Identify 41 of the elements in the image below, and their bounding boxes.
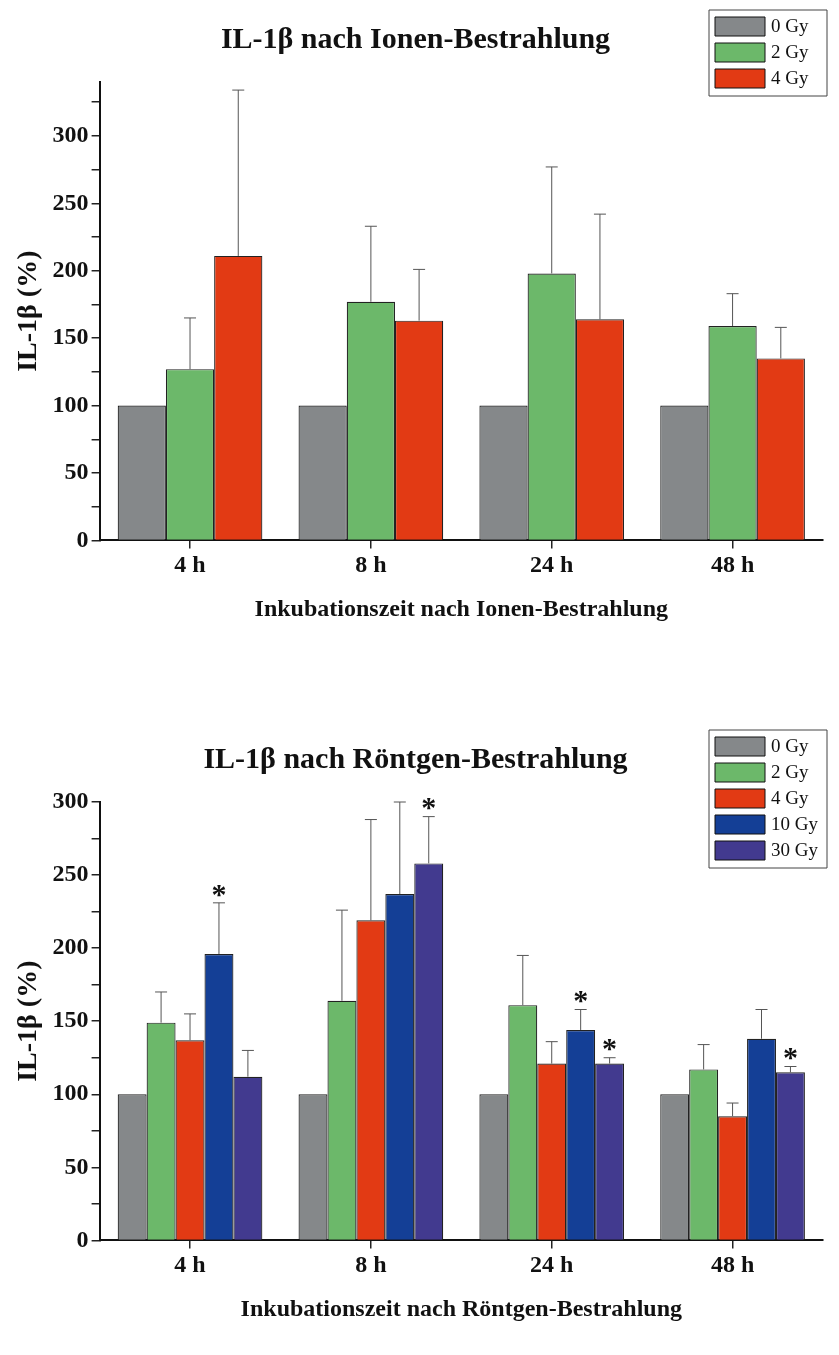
legend-label: 0 Gy xyxy=(771,14,809,36)
y-tick-label: 50 xyxy=(64,1152,89,1179)
data-label: * xyxy=(573,983,589,1017)
legend-label: 10 Gy xyxy=(771,812,819,834)
chart-title: IL-1β nach Röntgen-Bestrahlung xyxy=(203,740,628,774)
y-tick-label: 300 xyxy=(52,121,89,148)
legend-label: 30 Gy xyxy=(771,838,819,860)
y-axis-title: IL-1β (%) xyxy=(11,960,43,1082)
y-tick-label: 200 xyxy=(52,255,89,282)
x-tick-label: 8 h xyxy=(355,1251,387,1277)
y-tick-label: 300 xyxy=(52,787,89,814)
x-tick-label: 24 h xyxy=(530,1251,574,1277)
data-label: * xyxy=(602,1031,618,1065)
y-tick-label: 0 xyxy=(76,525,89,552)
y-tick-label: 250 xyxy=(52,860,89,887)
legend-label: 2 Gy xyxy=(771,40,809,62)
chart-title: IL-1β nach Ionen-Bestrahlung xyxy=(220,20,611,54)
y-tick-label: 150 xyxy=(52,323,89,350)
legend-label: 2 Gy xyxy=(771,760,809,782)
data-label: * xyxy=(211,876,227,910)
x-tick-label: 8 h xyxy=(355,551,387,577)
data-label: * xyxy=(782,1040,798,1074)
legend-label: 4 Gy xyxy=(771,66,809,88)
legend-label: 0 Gy xyxy=(771,734,809,756)
y-tick-label: 0 xyxy=(76,1225,89,1252)
x-axis-title: Inkubationszeit nach Ionen-Bestrahlung xyxy=(254,594,669,621)
y-tick-label: 150 xyxy=(52,1006,89,1033)
data-label: * xyxy=(421,790,437,824)
y-axis-title: IL-1β (%) xyxy=(11,250,43,372)
y-tick-label: 50 xyxy=(64,458,89,485)
y-tick-label: 250 xyxy=(52,188,89,215)
y-tick-label: 100 xyxy=(52,1079,89,1106)
y-tick-label: 200 xyxy=(52,933,89,960)
x-tick-label: 4 h xyxy=(174,551,206,577)
y-tick-label: 100 xyxy=(52,390,89,417)
x-tick-label: 48 h xyxy=(710,1251,755,1277)
x-axis-title: Inkubationszeit nach Röntgen-Bestrahlung xyxy=(240,1294,683,1321)
legend-label: 4 Gy xyxy=(771,786,809,808)
x-tick-label: 4 h xyxy=(174,1251,206,1277)
x-tick-label: 24 h xyxy=(530,551,574,577)
x-tick-label: 48 h xyxy=(710,551,755,577)
